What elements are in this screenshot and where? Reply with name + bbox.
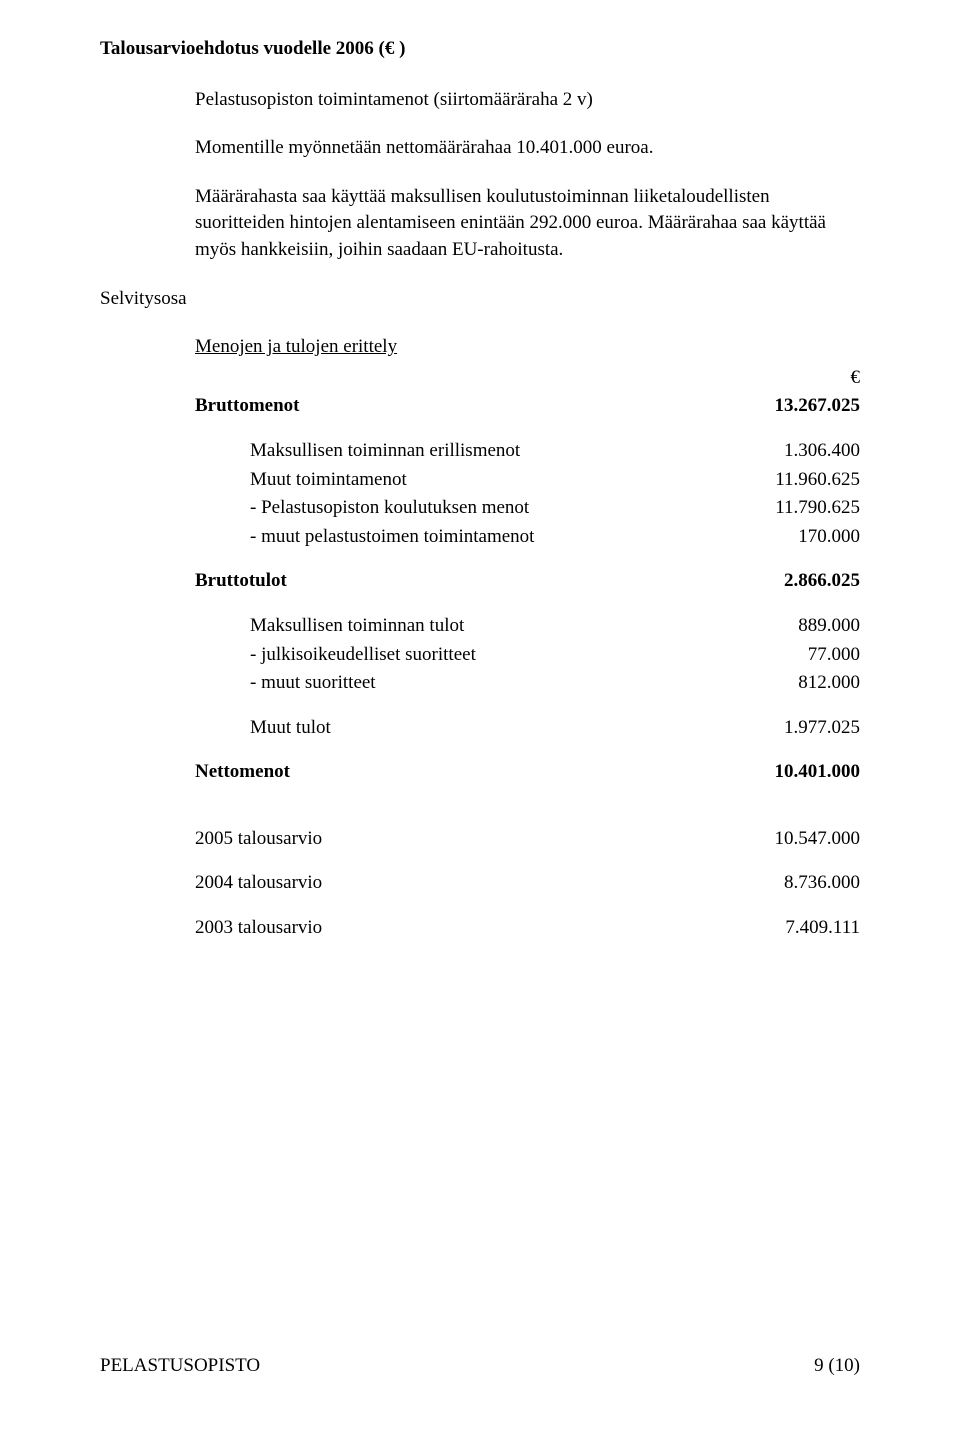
page-footer: PELASTUSOPISTO 9 (10) [100, 1353, 860, 1380]
tulot-item-row: - julkisoikeudelliset suoritteet 77.000 [250, 642, 860, 669]
talousarvio-value: 10.547.000 [730, 826, 860, 853]
menot-item-label: - muut pelastustoimen toimintamenot [250, 524, 534, 551]
menot-item-row: Muut toimintamenot 11.960.625 [250, 467, 860, 494]
tulot-item-label: - julkisoikeudelliset suoritteet [250, 642, 476, 669]
tulot-item-label: - muut suoritteet [250, 670, 376, 697]
menot-item-value: 1.306.400 [730, 438, 860, 465]
talousarvio-value: 7.409.111 [730, 915, 860, 942]
tulot-item-row: Maksullisen toiminnan tulot 889.000 [250, 613, 860, 640]
menot-item-value: 11.790.625 [730, 495, 860, 522]
selvitysosa-heading: Selvitysosa [100, 286, 860, 313]
nettomenot-label: Nettomenot [195, 759, 290, 786]
intro-line-3: Määrärahasta saa käyttää maksullisen kou… [195, 184, 860, 264]
menot-item-label: Maksullisen toiminnan erillismenot [250, 438, 520, 465]
tulot-item-label: Maksullisen toiminnan tulot [250, 613, 464, 640]
page-title: Talousarvioehdotus vuodelle 2006 (€ ) [100, 36, 860, 63]
bruttotulot-row: Bruttotulot 2.866.025 [195, 568, 860, 595]
menot-item-row: Maksullisen toiminnan erillismenot 1.306… [250, 438, 860, 465]
bruttotulot-label: Bruttotulot [195, 568, 287, 595]
menot-item-label: Muut toimintamenot [250, 467, 407, 494]
talousarvio-row: 2003 talousarvio 7.409.111 [195, 915, 860, 942]
muut-tulot-row: Muut tulot 1.977.025 [250, 715, 860, 742]
bruttotulot-value: 2.866.025 [730, 568, 860, 595]
muut-tulot-value: 1.977.025 [730, 715, 860, 742]
currency-symbol: € [851, 365, 861, 392]
tulot-item-value: 77.000 [730, 642, 860, 669]
menot-item-row: - Pelastusopiston koulutuksen menot 11.7… [250, 495, 860, 522]
menot-item-row: - muut pelastustoimen toimintamenot 170.… [250, 524, 860, 551]
intro-line-2: Momentille myönnetään nettomäärärahaa 10… [195, 135, 860, 162]
menojen-heading: Menojen ja tulojen erittely [195, 334, 860, 361]
bruttomenot-label: Bruttomenot [195, 393, 299, 420]
talousarvio-value: 8.736.000 [730, 870, 860, 897]
talousarvio-label: 2003 talousarvio [195, 915, 322, 942]
talousarvio-label: 2005 talousarvio [195, 826, 322, 853]
talousarvio-row: 2004 talousarvio 8.736.000 [195, 870, 860, 897]
bruttomenot-row: Bruttomenot 13.267.025 [195, 393, 860, 420]
menot-item-label: - Pelastusopiston koulutuksen menot [250, 495, 529, 522]
tulot-item-row: - muut suoritteet 812.000 [250, 670, 860, 697]
muut-tulot-label: Muut tulot [250, 715, 331, 742]
tulot-item-value: 889.000 [730, 613, 860, 640]
menot-item-value: 170.000 [730, 524, 860, 551]
bruttomenot-value: 13.267.025 [730, 393, 860, 420]
footer-right: 9 (10) [814, 1353, 860, 1380]
footer-left: PELASTUSOPISTO [100, 1353, 260, 1380]
talousarvio-row: 2005 talousarvio 10.547.000 [195, 826, 860, 853]
menot-item-value: 11.960.625 [730, 467, 860, 494]
tulot-item-value: 812.000 [730, 670, 860, 697]
intro-line-1: Pelastusopiston toimintamenot (siirtomää… [195, 87, 860, 114]
nettomenot-row: Nettomenot 10.401.000 [195, 759, 860, 786]
talousarvio-label: 2004 talousarvio [195, 870, 322, 897]
nettomenot-value: 10.401.000 [730, 759, 860, 786]
